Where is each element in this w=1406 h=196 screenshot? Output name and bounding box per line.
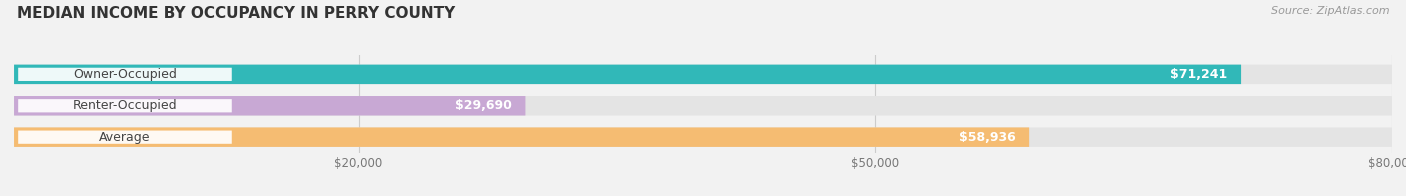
Text: Source: ZipAtlas.com: Source: ZipAtlas.com	[1271, 6, 1389, 16]
Text: Average: Average	[100, 131, 150, 144]
FancyBboxPatch shape	[14, 65, 1392, 84]
FancyBboxPatch shape	[14, 65, 1241, 84]
FancyBboxPatch shape	[14, 127, 1392, 147]
FancyBboxPatch shape	[18, 99, 232, 112]
Text: Owner-Occupied: Owner-Occupied	[73, 68, 177, 81]
FancyBboxPatch shape	[18, 131, 232, 144]
Text: $58,936: $58,936	[959, 131, 1015, 144]
FancyBboxPatch shape	[14, 96, 1392, 115]
Text: $71,241: $71,241	[1170, 68, 1227, 81]
Text: MEDIAN INCOME BY OCCUPANCY IN PERRY COUNTY: MEDIAN INCOME BY OCCUPANCY IN PERRY COUN…	[17, 6, 456, 21]
FancyBboxPatch shape	[14, 96, 526, 115]
FancyBboxPatch shape	[14, 127, 1029, 147]
Text: Renter-Occupied: Renter-Occupied	[73, 99, 177, 112]
FancyBboxPatch shape	[18, 68, 232, 81]
Text: $29,690: $29,690	[454, 99, 512, 112]
